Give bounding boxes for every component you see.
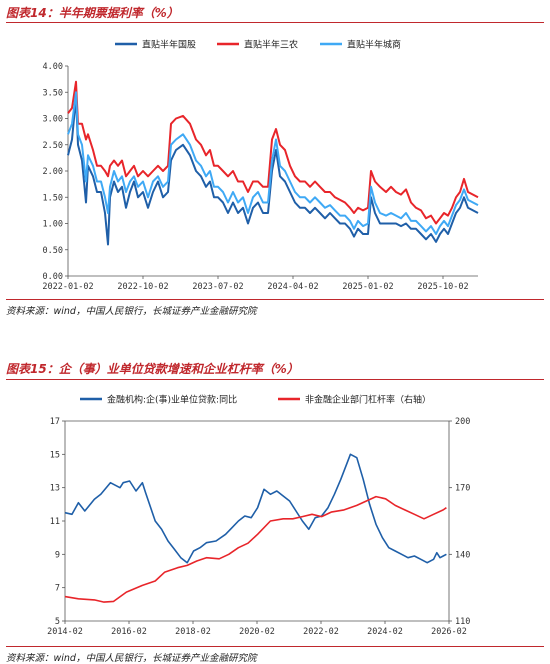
chart-2-ytick-label: 7 [55, 584, 60, 594]
chart-1-xtick-label: 2022-01-02 [42, 282, 93, 292]
chart-1-series-line-1 [67, 96, 479, 246]
chart-1-xtick-label: 2022-10-02 [117, 282, 168, 292]
chart-2-series-line-1 [64, 453, 447, 564]
chart-1-ytick-label: 1.50 [43, 193, 63, 203]
chart-2-xtick-label: 2026-02 [431, 627, 467, 637]
chart-2-legend-label-2: 非金融企业部门杠杆率（右轴） [305, 394, 431, 406]
chart-1-ytick-label: 3.00 [43, 115, 63, 125]
chart-2-xtick-label: 2018-02 [175, 627, 211, 637]
chart-1-xtick-label: 2024-04-02 [267, 282, 318, 292]
chart-2-svg: 5 7 9 11 13 15 17 110 140 170 200 2014-02 2016-02 201… [47, 394, 470, 638]
chart-2-xtick-label: 2020-02 [239, 627, 275, 637]
chart-1-ytick-label: 4.00 [43, 62, 63, 72]
chart-2-figure-title: 图表15：企（事）业单位贷款增速和企业杠杆率（%） [6, 362, 299, 376]
chart-2-ytick-label: 11 [50, 517, 60, 527]
chart-2-ytick-right-label: 170 [455, 484, 470, 494]
chart-1-legend-label-2: 直贴半年三农 [244, 39, 298, 51]
chart-1-xtick-label: 2025-01-02 [342, 282, 393, 292]
chart-1-ytick-label: 0.00 [43, 272, 63, 282]
chart-2-ytick-label: 5 [55, 617, 60, 627]
chart-2-xtick-label: 2014-02 [47, 627, 83, 637]
chart-1-ytick-label: 1.00 [43, 220, 63, 230]
chart-2-legend-label-1: 金融机构:企(事)业单位贷款:同比 [107, 394, 237, 406]
chart-1-ytick-label: 3.50 [43, 88, 63, 98]
chart-2-ytick-right-label: 200 [455, 417, 470, 427]
chart-2-ytick-right-label: 140 [455, 550, 470, 560]
chart-1-svg: 0.00 0.50 1.00 1.50 2.00 2.50 3.00 3.50 4.00 2022… [42, 39, 479, 292]
chart-2-ytick-label: 15 [50, 450, 60, 460]
chart-1-series-line-2 [67, 80, 479, 225]
chart-1-xtick-label: 2023-07-02 [192, 282, 243, 292]
chart-1-figure-title: 图表14：半年期票据利率（%） [6, 6, 179, 20]
chart-2-ytick-label: 9 [55, 550, 60, 560]
chart-2-source: 资料来源：wind，中国人民银行，长城证券产业金融研究院 [6, 653, 257, 664]
chart-2-ytick-label: 17 [50, 417, 60, 427]
chart-1-xtick-label: 2025-10-02 [417, 282, 468, 292]
chart-1-legend-label-1: 直贴半年国股 [142, 39, 196, 51]
chart-1-source-rule [6, 299, 544, 300]
chart-1-ytick-label: 2.00 [43, 167, 63, 177]
chart-1-ytick-label: 2.50 [43, 141, 63, 151]
chart-2-xtick-label: 2022-02 [303, 627, 339, 637]
chart-2-xtick-label: 2024-02 [367, 627, 403, 637]
chart-2-xtick-label: 2016-02 [111, 627, 147, 637]
chart-1-title-rule [6, 22, 544, 23]
chart-1-source: 资料来源：wind，中国人民银行，长城证券产业金融研究院 [6, 306, 257, 317]
chart-2-source-rule [6, 646, 544, 647]
chart-2-ytick-right-label: 110 [455, 617, 470, 627]
chart-1-series-line-3 [67, 91, 479, 235]
chart-2-series-line-2 [64, 495, 447, 603]
chart-1-ytick-label: 0.50 [43, 246, 63, 256]
chart-2-title-rule [6, 379, 544, 380]
chart-1-legend-label-3: 直贴半年城商 [347, 39, 401, 51]
chart-2-ytick-label: 13 [50, 484, 60, 494]
